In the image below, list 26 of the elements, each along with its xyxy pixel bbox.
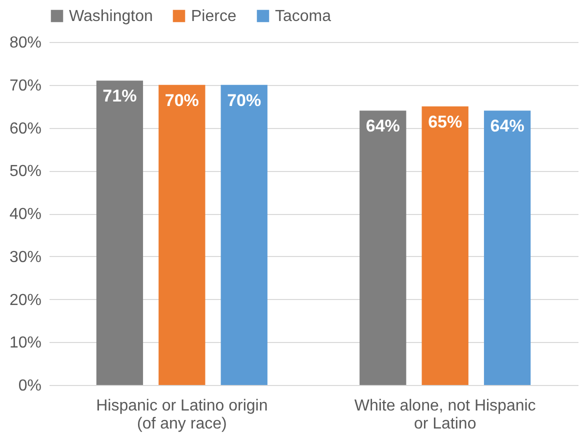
- data-label: 64%: [366, 116, 400, 136]
- bar: [96, 80, 144, 385]
- bar: [158, 84, 206, 385]
- x-tick-label: White alone, not Hispanic or Latino: [354, 398, 536, 432]
- y-tick-label: 50%: [9, 163, 42, 180]
- bar: [360, 110, 406, 385]
- data-label: 65%: [428, 112, 462, 132]
- y-tick-label: 80%: [9, 34, 42, 52]
- bar: [220, 84, 268, 385]
- y-tick-label: 10%: [9, 334, 42, 352]
- legend-label: Tacoma: [275, 8, 332, 25]
- legend-label: Pierce: [191, 8, 236, 25]
- data-label: 64%: [490, 116, 524, 136]
- y-tick-label: 20%: [9, 292, 42, 309]
- bar: [422, 106, 468, 385]
- y-tick-label: 60%: [9, 120, 42, 138]
- y-tick-label: 40%: [9, 206, 42, 223]
- x-tick-label: Hispanic or Latino origin (of any race): [96, 398, 268, 432]
- data-label: 70%: [164, 90, 199, 110]
- data-label: 70%: [227, 90, 262, 110]
- legend-label: Washington: [69, 8, 153, 25]
- y-tick-label: 30%: [9, 248, 42, 266]
- y-tick-label: 70%: [9, 77, 42, 94]
- y-tick-label: 0%: [18, 378, 42, 394]
- data-label: 71%: [102, 86, 137, 106]
- bar: [484, 110, 531, 385]
